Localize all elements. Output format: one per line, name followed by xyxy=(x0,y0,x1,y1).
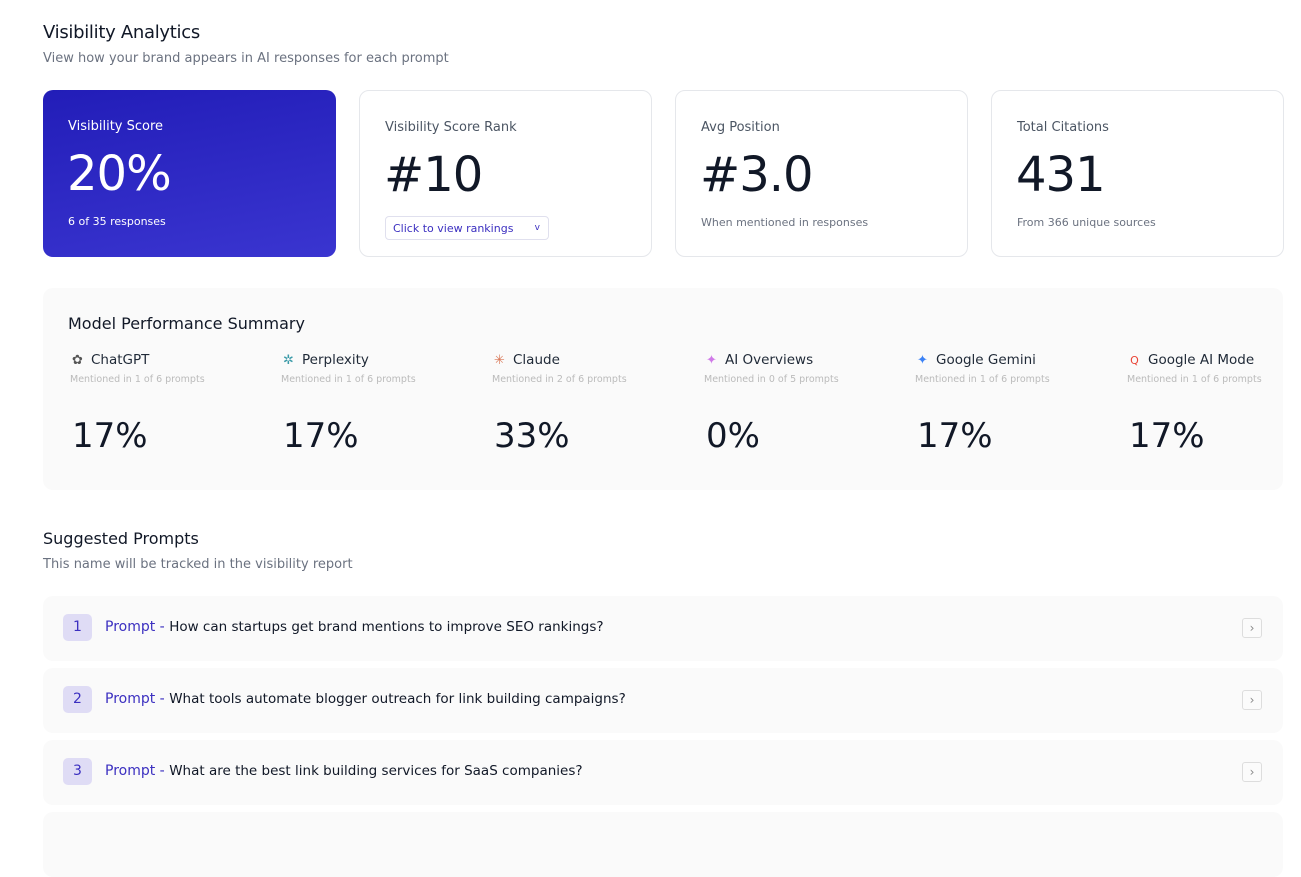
stat-note: When mentioned in responses xyxy=(701,216,869,229)
prompt-prefix: Prompt - xyxy=(105,619,170,635)
model-name: Google AI Mode xyxy=(1148,352,1255,368)
model-ai-overviews: ✦ AI Overviews Mentioned in 0 of 5 prompt… xyxy=(704,352,904,456)
prompt-text: How can startups get brand mentions to i… xyxy=(169,619,604,635)
prompt-prefix: Prompt - xyxy=(105,691,170,707)
model-mentions: Mentioned in 0 of 5 prompts xyxy=(704,374,839,385)
model-name: AI Overviews xyxy=(725,352,814,368)
stat-value: 20% xyxy=(67,146,172,202)
page-title: Visibility Analytics xyxy=(43,22,200,43)
model-percentage: 17% xyxy=(72,416,148,456)
chevron-down-icon: v xyxy=(534,223,540,233)
model-chatgpt: ✿ ChatGPT Mentioned in 1 of 6 prompts 17% xyxy=(70,352,270,456)
gemini-icon: ✦ xyxy=(917,352,928,368)
stat-label: Total Citations xyxy=(1017,120,1109,135)
page-subtitle: View how your brand appears in AI respon… xyxy=(43,51,449,66)
model-google-gemini: ✦ Google Gemini Mentioned in 1 of 6 promp… xyxy=(915,352,1115,456)
model-mentions: Mentioned in 1 of 6 prompts xyxy=(281,374,416,385)
model-name: ChatGPT xyxy=(91,352,150,368)
claude-icon: ✳ xyxy=(494,352,505,368)
stat-label: Avg Position xyxy=(701,120,780,135)
prompt-row[interactable]: 1 Prompt - How can startups get brand me… xyxy=(43,596,1283,661)
chevron-right-icon[interactable]: › xyxy=(1242,618,1262,638)
google-ai-mode-icon: Q xyxy=(1130,353,1139,367)
model-perplexity: ✲ Perplexity Mentioned in 1 of 6 prompts … xyxy=(281,352,481,456)
chevron-right-icon[interactable]: › xyxy=(1242,762,1262,782)
model-mentions: Mentioned in 1 of 6 prompts xyxy=(1127,374,1262,385)
stat-label: Visibility Score Rank xyxy=(385,120,517,135)
avg-position-card: Avg Position #3.0 When mentioned in resp… xyxy=(675,90,968,257)
prompt-text: What tools automate blogger outreach for… xyxy=(169,691,626,707)
chatgpt-icon: ✿ xyxy=(72,352,83,368)
view-rankings-dropdown[interactable]: Click to view rankings v xyxy=(385,216,549,240)
prompt-row[interactable]: 2 Prompt - What tools automate blogger o… xyxy=(43,668,1283,733)
visibility-score-card: Visibility Score 20% 6 of 35 responses xyxy=(43,90,336,257)
stat-label: Visibility Score xyxy=(68,119,164,134)
section-subtitle: This name will be tracked in the visibil… xyxy=(43,557,353,572)
prompt-number: 3 xyxy=(63,758,92,785)
model-performance-summary: Model Performance Summary ✿ ChatGPT Menti… xyxy=(43,288,1283,490)
model-name: Claude xyxy=(513,352,560,368)
model-percentage: 17% xyxy=(1129,416,1205,456)
model-percentage: 0% xyxy=(706,416,760,456)
model-percentage: 17% xyxy=(283,416,359,456)
prompt-number: 1 xyxy=(63,614,92,641)
model-mentions: Mentioned in 1 of 6 prompts xyxy=(915,374,1050,385)
perplexity-icon: ✲ xyxy=(283,352,294,368)
model-claude: ✳ Claude Mentioned in 2 of 6 prompts 33% xyxy=(492,352,692,456)
stat-note: From 366 unique sources xyxy=(1017,216,1156,229)
dropdown-label: Click to view rankings xyxy=(393,222,514,235)
stat-value: #10 xyxy=(384,147,483,203)
section-title: Suggested Prompts xyxy=(43,529,199,548)
total-citations-card: Total Citations 431 From 366 unique sour… xyxy=(991,90,1284,257)
chevron-right-icon[interactable]: › xyxy=(1242,690,1262,710)
prompt-prefix: Prompt - xyxy=(105,763,170,779)
section-title: Model Performance Summary xyxy=(68,314,305,333)
prompt-text: What are the best link building services… xyxy=(169,763,583,779)
stat-value: 431 xyxy=(1016,147,1106,203)
visibility-rank-card: Visibility Score Rank #10 Click to view … xyxy=(359,90,652,257)
model-percentage: 33% xyxy=(494,416,570,456)
model-percentage: 17% xyxy=(917,416,993,456)
model-google-ai-mode: Q Google AI Mode Mentioned in 1 of 6 prom… xyxy=(1127,352,1301,456)
stat-note: 6 of 35 responses xyxy=(68,215,166,228)
ai-overviews-icon: ✦ xyxy=(706,352,717,368)
stat-value: #3.0 xyxy=(700,147,814,203)
model-mentions: Mentioned in 2 of 6 prompts xyxy=(492,374,627,385)
prompt-row[interactable]: 3 Prompt - What are the best link buildi… xyxy=(43,740,1283,805)
model-name: Perplexity xyxy=(302,352,369,368)
model-name: Google Gemini xyxy=(936,352,1036,368)
model-mentions: Mentioned in 1 of 6 prompts xyxy=(70,374,205,385)
prompt-number: 2 xyxy=(63,686,92,713)
